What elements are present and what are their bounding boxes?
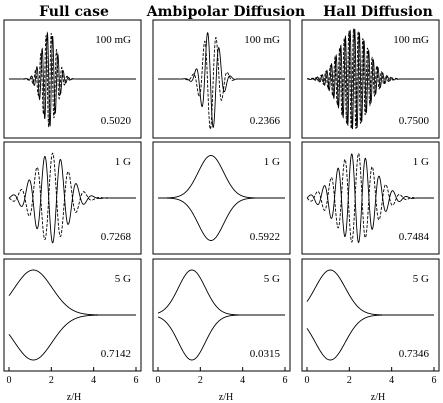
panel-3-3-frame (301, 258, 440, 372)
x-tick-label: 2 (49, 375, 54, 386)
panel-2-1-field-label: 100 mG (244, 34, 280, 46)
panel-2-1: 100 mG 0.2366 (152, 19, 291, 139)
panel-1-3-field-label: 5 G (115, 273, 131, 285)
panel-1-1: 100 mG 0.5020 (3, 19, 142, 139)
panel-3-3-value-label: 0.7346 (399, 348, 430, 360)
panels: 100 mG 0.5020 100 mG 0.2366 100 mG 0.7500 1 G 0… (3, 19, 440, 372)
panel-3-2-field-label: 1 G (413, 156, 429, 168)
panel-1-2-value-label: 0.7268 (101, 231, 132, 243)
panel-2-2: 1 G 0.5922 (152, 141, 291, 255)
column-title-full-case: Full case (39, 4, 109, 20)
panel-1-3: 5 G 0.7142 (3, 258, 142, 372)
panel-2-3-value-label: 0.0315 (250, 348, 281, 360)
x-tick-label: 4 (389, 375, 394, 386)
panel-3-1-frame (301, 19, 440, 139)
x-tick-label: 6 (283, 375, 288, 386)
panel-1-2-curve-lower (8, 152, 136, 241)
panel-1-1-field-label: 100 mG (95, 34, 131, 46)
panel-3-2-frame (301, 141, 440, 255)
panel-2-3: 5 G 0.0315 (152, 258, 291, 372)
panel-3-2: 1 G 0.7484 (301, 141, 440, 255)
panel-1-2-field-label: 1 G (115, 156, 131, 168)
panel-3-2-value-label: 0.7484 (399, 231, 430, 243)
panel-3-1-curve-lower (307, 28, 434, 129)
panel-2-1-value-label: 0.2366 (250, 115, 281, 127)
x-tick-label: 0 (305, 375, 310, 386)
panel-3-3-field-label: 5 G (413, 273, 429, 285)
panel-1-2: 1 G 0.7268 (3, 141, 142, 255)
panel-1-3-curve-lower (8, 314, 136, 361)
column-title-hall: Hall Diffusion (323, 4, 433, 20)
x-tick-label: 0 (156, 375, 161, 386)
panel-2-2-value-label: 0.5922 (250, 231, 280, 243)
x-tick-label: 2 (347, 375, 352, 386)
panel-2-3-curve-lower (157, 314, 285, 361)
panel-3-3: 5 G 0.7346 (301, 258, 440, 372)
panel-1-1-value-label: 0.5020 (101, 115, 132, 127)
panel-2-3-frame (152, 258, 291, 372)
panel-1-1-curve-lower (9, 33, 136, 128)
panel-2-1-frame (152, 19, 291, 139)
panel-3-3-curve-lower (306, 314, 434, 361)
panel-1-1-frame (3, 19, 142, 139)
panel-1-3-value-label: 0.7142 (101, 348, 131, 360)
x-tick-label: 4 (91, 375, 96, 386)
panel-2-3-field-label: 5 G (264, 273, 280, 285)
x-axis-ticks: 0 2 4 6 0 2 4 6 0 2 4 6 (7, 367, 437, 386)
x-tick-label: 0 (7, 375, 12, 386)
panel-2-1-curve-lower (158, 37, 285, 130)
panel-3-1-value-label: 0.7500 (399, 115, 430, 127)
panel-2-2-frame (152, 141, 291, 255)
panel-1-3-frame (3, 258, 142, 372)
panel-1-2-frame (3, 141, 142, 255)
column-titles: Full case Ambipolar Diffusion Hall Diffu… (39, 4, 433, 20)
panel-3-2-curve-lower (306, 153, 434, 243)
panel-3-1-field-label: 100 mG (393, 34, 429, 46)
x-axis-label-col1: z/H (67, 392, 81, 403)
x-tick-label: 6 (432, 375, 437, 386)
column-title-ambipolar: Ambipolar Diffusion (146, 4, 305, 20)
panel-2-1-curve-upper (158, 32, 285, 129)
panel-2-2-field-label: 1 G (264, 156, 280, 168)
x-axis-labels: z/H z/H z/H (67, 392, 385, 403)
x-tick-label: 6 (134, 375, 139, 386)
x-axis-label-col2: z/H (219, 392, 233, 403)
panel-3-1: 100 mG 0.7500 (301, 19, 440, 139)
x-tick-label: 2 (198, 375, 203, 386)
x-axis-label-col3: z/H (371, 392, 385, 403)
panel-3-2-curve-upper (306, 153, 434, 243)
x-tick-label: 4 (240, 375, 245, 386)
panel-2-2-curve-lower (158, 197, 285, 241)
